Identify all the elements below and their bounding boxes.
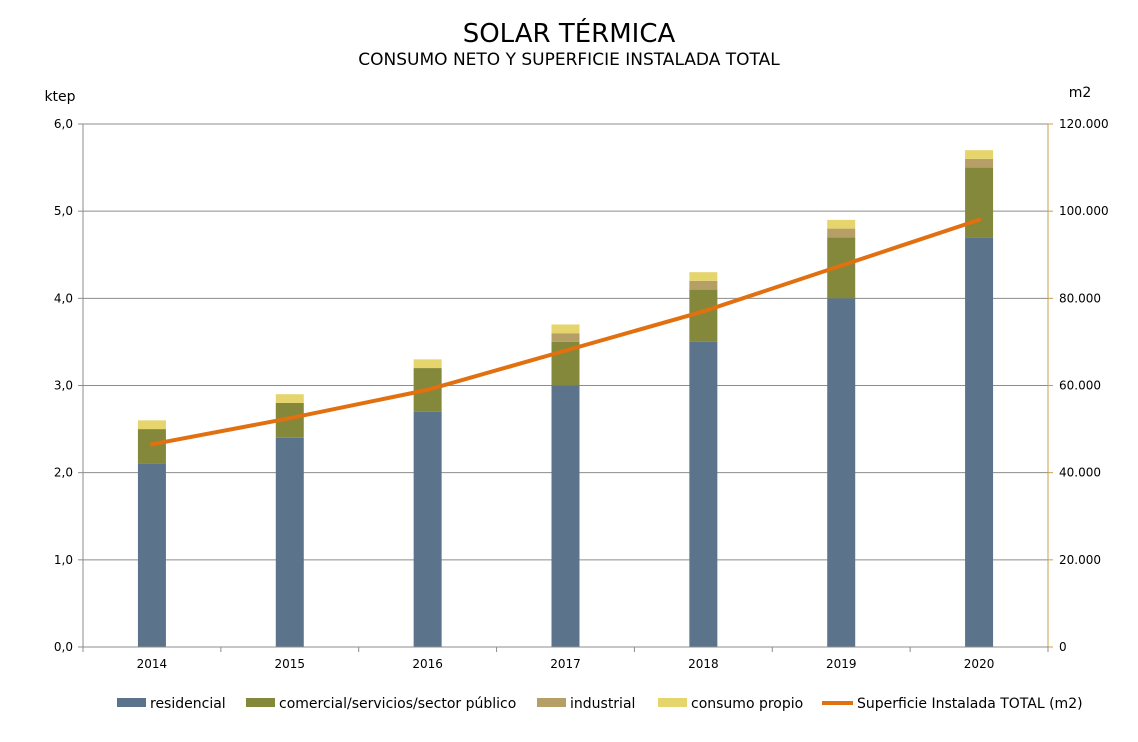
left-tick-label: 2,0	[54, 466, 73, 480]
left-tick-label: 6,0	[54, 117, 73, 131]
right-tick-label: 40.000	[1059, 466, 1101, 480]
line-point	[977, 217, 982, 222]
chart-subtitle: CONSUMO NETO Y SUPERFICIE INSTALADA TOTA…	[358, 50, 780, 70]
left-tick-label: 4,0	[54, 291, 73, 305]
bar-segment	[551, 333, 580, 342]
bar-segment	[689, 341, 718, 647]
right-tick-label: 60.000	[1059, 379, 1101, 393]
left-tick-label: 0,0	[54, 640, 73, 654]
line-point	[425, 387, 430, 392]
bar-segment	[413, 411, 442, 647]
chart-title: SOLAR TÉRMICA	[463, 17, 676, 49]
x-tick-label: 2014	[137, 657, 168, 671]
legend-item: consumo propio	[658, 696, 803, 712]
line-point	[701, 309, 706, 314]
legend-label: residencial	[150, 696, 226, 712]
bar-segment	[551, 385, 580, 647]
bar-segment	[827, 228, 856, 238]
legend-item: residencial	[117, 696, 226, 712]
x-tick-label: 2016	[412, 657, 443, 671]
legend-item: Superficie Instalada TOTAL (m2)	[822, 696, 1083, 712]
right-tick-label: 120.000	[1059, 117, 1109, 131]
bar-segment	[689, 280, 718, 290]
right-axis-unit: m2	[1069, 85, 1092, 101]
left-axis-unit: ktep	[44, 89, 75, 105]
legend-label: consumo propio	[691, 696, 803, 712]
x-tick-label: 2018	[688, 657, 719, 671]
right-tick-label: 0	[1059, 640, 1067, 654]
right-tick-label: 20.000	[1059, 553, 1101, 567]
legend-label: comercial/servicios/sector público	[279, 696, 516, 712]
bar-segment	[137, 463, 166, 647]
left-tick-label: 5,0	[54, 204, 73, 218]
bar-segment	[275, 437, 304, 647]
line-series	[149, 217, 982, 447]
bar-segment	[827, 298, 856, 647]
legend-swatch	[537, 698, 566, 707]
bar-segment	[137, 420, 166, 430]
x-tick-label: 2015	[275, 657, 306, 671]
bar-segment	[413, 359, 442, 369]
axes: 0,0 1,0 2,0 3,0 4,0 5,0 6,0 0 20.000 40.000 60.000…	[54, 117, 1109, 671]
bar-segment	[965, 237, 994, 648]
bar-segment	[689, 272, 718, 281]
x-tick-label: 2019	[826, 657, 857, 671]
bar-segment	[965, 150, 994, 159]
bar-segment	[551, 324, 580, 334]
legend-label: industrial	[570, 696, 635, 712]
bar-segment	[965, 158, 994, 168]
left-tick-label: 1,0	[54, 553, 73, 567]
bar-segment	[275, 394, 304, 403]
right-tick-label: 100.000	[1059, 204, 1109, 218]
right-tick-label: 80.000	[1059, 291, 1101, 305]
legend-swatch	[117, 698, 146, 707]
legend-label: Superficie Instalada TOTAL (m2)	[857, 696, 1083, 712]
line-point	[149, 442, 154, 447]
legend-item: industrial	[537, 696, 635, 712]
x-tick-label: 2020	[964, 657, 995, 671]
bar-segment	[137, 429, 166, 464]
line-point	[839, 263, 844, 268]
bar-segment	[965, 167, 994, 238]
legend-item: comercial/servicios/sector público	[246, 696, 516, 712]
left-tick-label: 3,0	[54, 379, 73, 393]
bar-segment	[827, 219, 856, 229]
line-point	[287, 416, 292, 421]
x-tick-label: 2017	[550, 657, 581, 671]
bars	[137, 150, 994, 648]
legend-swatch	[246, 698, 275, 707]
legend: residencial comercial/servicios/sector pú…	[117, 696, 1083, 712]
line-point	[563, 348, 568, 353]
legend-swatch	[658, 698, 687, 707]
